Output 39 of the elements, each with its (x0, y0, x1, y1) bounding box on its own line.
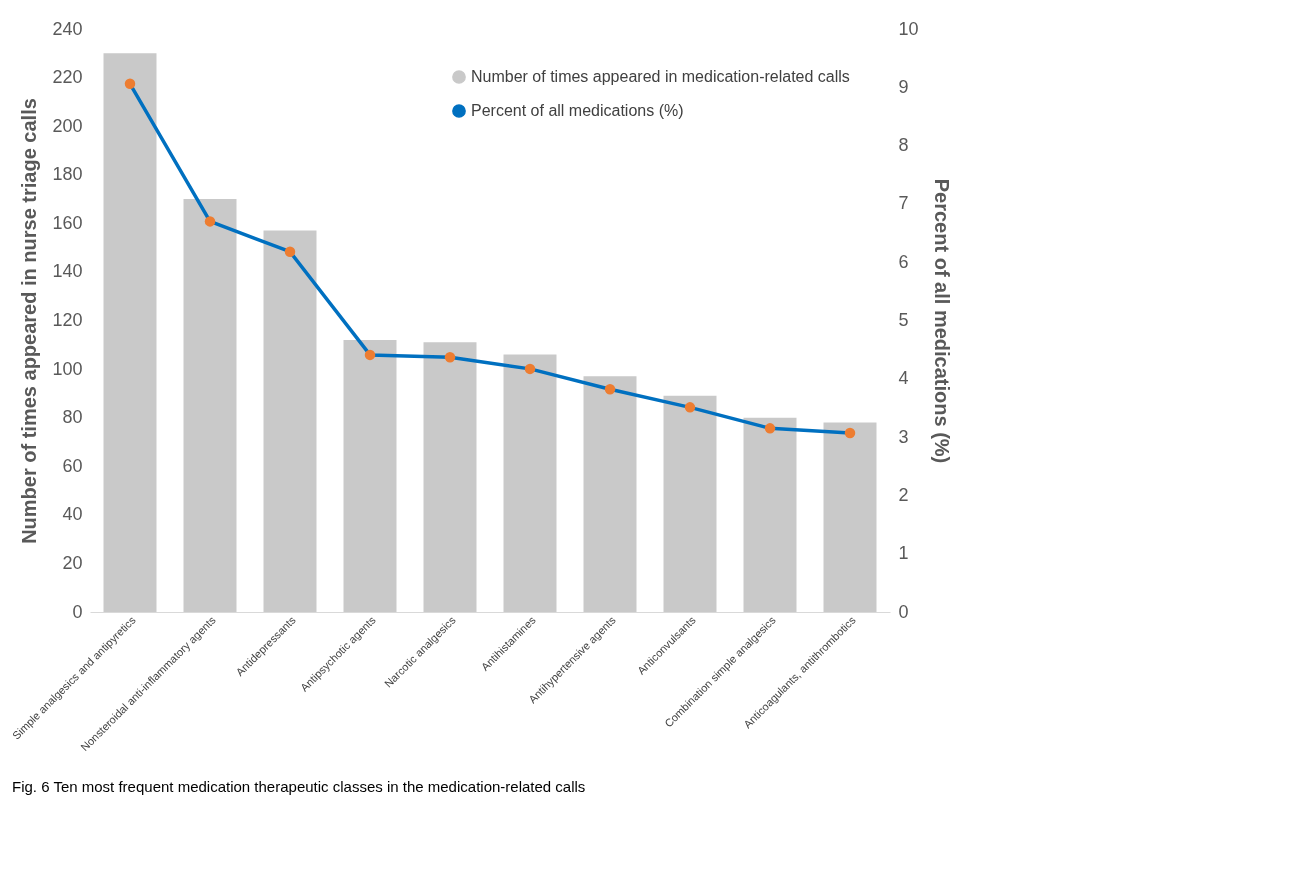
bar (423, 342, 477, 612)
y2-tick-label: 4 (898, 368, 909, 389)
y-tick-label: 200 (52, 115, 83, 136)
bar (823, 422, 877, 612)
y2-tick-label: 6 (898, 251, 909, 272)
bar (503, 354, 557, 612)
y-tick-label: 60 (62, 455, 83, 476)
y2-tick-label: 0 (898, 601, 909, 622)
y-tick-label: 40 (62, 504, 83, 525)
bar (743, 417, 797, 612)
legend-label: Number of times appeared in medication-related calls (471, 68, 850, 85)
y2-tick-label: 7 (898, 193, 909, 214)
bar (263, 230, 317, 612)
y2-tick-label: 9 (898, 76, 909, 97)
y-tick-label: 100 (52, 358, 83, 379)
caption: Fig. 6 Ten most frequent medication therapeutic classes in the medication-related calls (12, 778, 587, 795)
y-tick-label: 80 (62, 407, 83, 428)
y2-tick-label: 5 (898, 310, 909, 330)
y-tick-label: 180 (52, 164, 83, 185)
y-tick-label: 240 (52, 18, 83, 39)
y-axis-title: Number of times appeared in nurse triage calls (18, 98, 41, 544)
y-tick-label: 140 (52, 261, 83, 282)
bar (103, 53, 157, 612)
y-tick-label: 20 (62, 552, 83, 573)
y2-tick-label: 10 (898, 18, 919, 39)
y-tick-label: 120 (52, 310, 83, 330)
bar (183, 199, 237, 612)
y2-tick-label: 1 (898, 543, 909, 564)
y2-tick-label: 8 (898, 135, 909, 156)
y2-tick-label: 2 (898, 484, 909, 505)
y-tick-label: 160 (52, 212, 83, 233)
y-tick-label: 220 (52, 67, 83, 88)
bar (583, 376, 637, 612)
bar (343, 339, 397, 612)
legend-label: Percent of all medications (%) (471, 102, 684, 119)
y2-tick-label: 3 (898, 426, 909, 447)
bar (663, 395, 717, 612)
y2-axis-title: Percent of all medications (%) (930, 178, 953, 464)
y-tick-label: 0 (72, 601, 83, 622)
